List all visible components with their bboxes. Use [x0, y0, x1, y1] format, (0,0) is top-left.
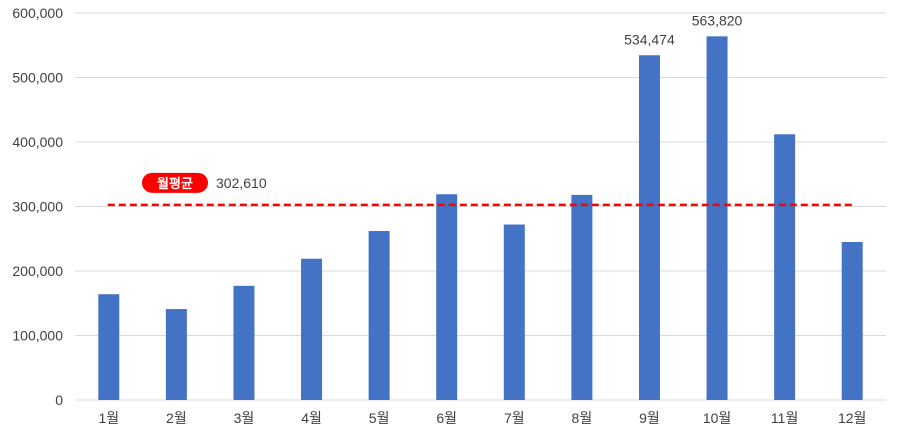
bar-11 — [774, 134, 796, 400]
average-value-label: 302,610 — [216, 175, 267, 191]
y-tick-label: 400,000 — [12, 134, 63, 150]
data-label: 563,820 — [692, 12, 743, 28]
x-tick-label: 7월 — [504, 410, 525, 426]
bar-4 — [301, 258, 323, 400]
bar-12 — [841, 241, 863, 400]
x-tick-label: 4월 — [301, 410, 322, 426]
y-tick-label: 500,000 — [12, 70, 63, 86]
bar-9 — [638, 55, 660, 400]
bar-7 — [503, 224, 525, 400]
y-axis-labels: 0 100,000 200,000 300,000 400,000 500,000 600,… — [12, 5, 63, 408]
x-tick-label: 10월 — [703, 410, 731, 426]
bar-10 — [706, 36, 728, 401]
bars — [98, 36, 863, 401]
x-tick-label: 6월 — [436, 410, 457, 426]
y-tick-label: 300,000 — [12, 199, 63, 215]
bar-5 — [368, 231, 390, 400]
y-tick-label: 200,000 — [12, 263, 63, 279]
y-tick-label: 100,000 — [12, 328, 63, 344]
y-tick-label: 0 — [55, 392, 63, 408]
data-label: 534,474 — [624, 31, 675, 47]
x-tick-label: 5월 — [369, 410, 390, 426]
x-tick-label: 1월 — [98, 410, 119, 426]
bar-2 — [165, 309, 187, 400]
average-badge-label: 월평균 — [157, 176, 193, 191]
x-tick-label: 8월 — [572, 410, 593, 426]
x-tick-label: 2월 — [166, 410, 187, 426]
x-tick-label: 11월 — [771, 410, 798, 426]
data-labels: 534,474 563,820 — [624, 12, 742, 47]
x-tick-label: 9월 — [639, 410, 660, 426]
bar-8 — [571, 194, 593, 400]
gridlines — [75, 12, 886, 401]
x-tick-label: 12월 — [838, 410, 866, 426]
y-tick-label: 600,000 — [12, 5, 63, 21]
bar-1 — [98, 294, 120, 400]
x-tick-label: 3월 — [234, 410, 255, 426]
bar-3 — [233, 285, 255, 400]
average-badge — [142, 172, 208, 193]
bar-6 — [436, 194, 458, 400]
average-reference: 월평균 302,610 — [107, 172, 855, 207]
x-axis-labels: 1월 2월 3월 4월 5월 6월 7월 8월 9월 10월 11월 12월 — [98, 410, 866, 426]
